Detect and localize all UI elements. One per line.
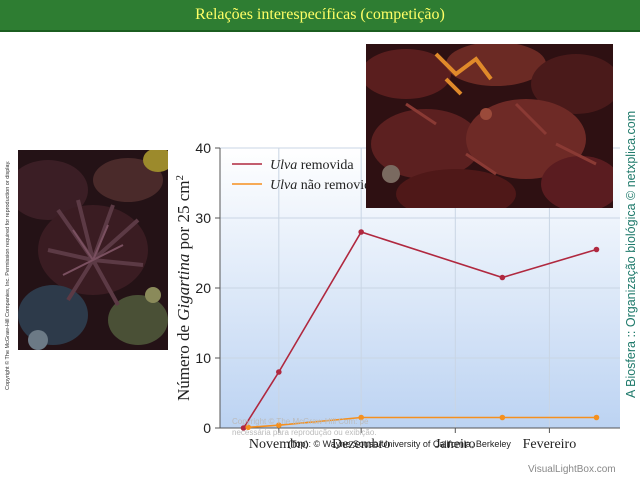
legend-label-0: Ulva removida — [270, 158, 354, 173]
data-point-0-3 — [499, 274, 506, 281]
y-tick-label: 0 — [203, 420, 211, 436]
x-tick-label: Fevereiro — [523, 437, 577, 452]
faint-copyright-note: Copyright © The McGraw-Hill Com: pe nece… — [232, 416, 377, 438]
seaweed-photo-left — [18, 150, 168, 350]
watermark: VisualLightBox.com — [528, 464, 616, 475]
seaweed-photo-top — [366, 44, 613, 208]
data-point-0-2 — [358, 229, 364, 235]
faint-note-line-1: Copyright © The McGraw-Hill Com: pe — [232, 417, 369, 426]
slide-title: Relações interespecíficas (competição) — [195, 6, 445, 23]
y-tick-label: 30 — [195, 210, 211, 226]
y-tick-label: 40 — [195, 140, 211, 156]
title-bar: Relações interespecíficas (competição) — [0, 0, 640, 32]
data-point-1-1 — [276, 422, 282, 429]
data-point-0-0 — [240, 425, 247, 431]
y-tick-label: 20 — [195, 280, 211, 296]
x-tick-label: Janeiro — [435, 437, 475, 452]
data-point-1-2 — [358, 414, 364, 421]
legend-label-1: Ulva não removida — [270, 178, 378, 193]
data-point-1-0 — [245, 424, 252, 431]
x-tick-label: Dezembro — [332, 437, 390, 452]
data-point-1-4 — [593, 414, 600, 421]
side-credit: A Biosfera :: Organização biológica © ne… — [624, 110, 638, 398]
data-point-0-4 — [593, 246, 600, 253]
data-point-1-3 — [499, 414, 506, 421]
data-point-0-1 — [276, 369, 282, 375]
x-tick-label: Novembro — [249, 437, 309, 452]
y-tick-label: 10 — [195, 350, 211, 366]
photo-credit: (Top): © Wayne Sousa/University of Calif… — [288, 439, 511, 449]
copyright-notice: Copyright © The McGraw-Hill Companies, I… — [5, 160, 11, 390]
y-axis-title: Número de Gigartina por 25 cm2 — [174, 175, 193, 401]
faint-note-line-2: necessária para reprodução ou exibição. — [232, 428, 377, 437]
